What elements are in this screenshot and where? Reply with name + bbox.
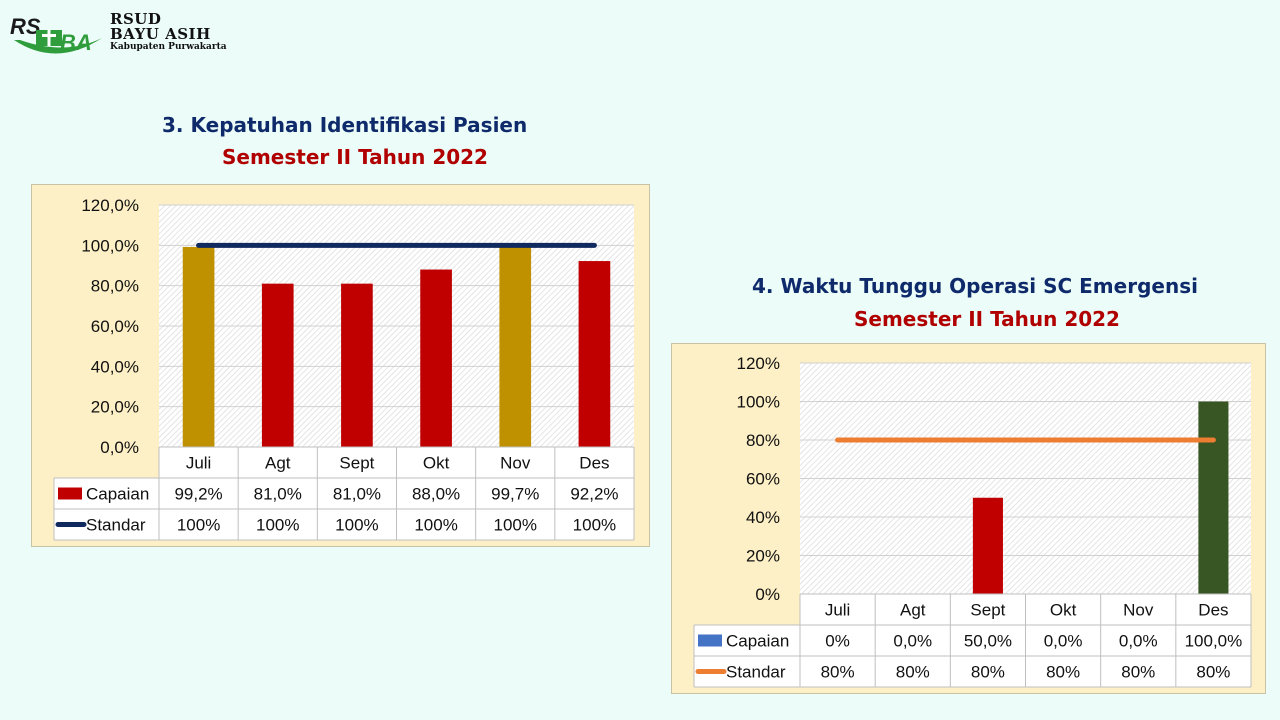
standar-value: 80% bbox=[821, 663, 855, 682]
logo-line-2: BAYU ASIH bbox=[110, 25, 211, 43]
standar-value: 100% bbox=[256, 516, 299, 535]
svg-text:BA: BA bbox=[60, 30, 92, 55]
chart-1-subtitle: Semester II Tahun 2022 bbox=[222, 145, 488, 169]
standar-legend-label: Standar bbox=[86, 516, 146, 535]
category-label: Okt bbox=[423, 454, 450, 473]
category-label: Okt bbox=[1050, 601, 1077, 620]
y-tick-label: 100,0% bbox=[81, 236, 139, 255]
standar-value: 100% bbox=[177, 516, 220, 535]
capaian-legend-key bbox=[58, 487, 82, 500]
capaian-value: 92,2% bbox=[570, 485, 618, 504]
capaian-value: 81,0% bbox=[254, 485, 302, 504]
rs-logo-icon: RS BA bbox=[10, 14, 102, 55]
y-tick-label: 120,0% bbox=[81, 196, 139, 215]
chart-1-panel: 0,0% 20,0% 40,0% 60,0% 80,0% 100,0% 120,0% Juli… bbox=[31, 184, 650, 547]
capaian-value: 88,0% bbox=[412, 485, 460, 504]
chart-2-title: 4. Waktu Tunggu Operasi SC Emergensi bbox=[752, 274, 1198, 298]
bar-sept bbox=[341, 283, 373, 447]
standar-value: 80% bbox=[1046, 663, 1080, 682]
category-label: Nov bbox=[1123, 601, 1154, 620]
category-label: Sept bbox=[339, 454, 374, 473]
y-tick-label: 60,0% bbox=[91, 317, 139, 336]
capaian-value: 0,0% bbox=[1119, 632, 1158, 651]
chart-2-subtitle: Semester II Tahun 2022 bbox=[854, 307, 1120, 331]
category-label: Sept bbox=[970, 601, 1005, 620]
y-tick-label: 20,0% bbox=[91, 398, 139, 417]
bar-agt bbox=[261, 283, 294, 447]
bar-juli bbox=[182, 246, 215, 447]
standar-value: 80% bbox=[971, 663, 1005, 682]
standar-value: 80% bbox=[1196, 663, 1230, 682]
standar-legend-label: Standar bbox=[726, 663, 786, 682]
y-tick-label: 0% bbox=[755, 585, 780, 604]
y-tick-label: 100% bbox=[737, 393, 780, 412]
y-tick-label: 80,0% bbox=[91, 277, 139, 296]
capaian-value: 100,0% bbox=[1185, 632, 1243, 651]
standar-value: 100% bbox=[573, 516, 616, 535]
bar-nov bbox=[499, 245, 532, 447]
y-tick-label: 60% bbox=[746, 470, 780, 489]
category-label: Nov bbox=[500, 454, 531, 473]
capaian-value: 99,2% bbox=[174, 485, 222, 504]
bar-okt bbox=[420, 269, 452, 447]
y-tick-label: 40,0% bbox=[91, 357, 139, 376]
category-label: Juli bbox=[825, 601, 851, 620]
chart-2: 0% 20% 40% 60% 80% 100% 120% Juli 0% 80% Agt 0,0% 80… bbox=[693, 354, 1252, 688]
capaian-legend-label: Capaian bbox=[86, 485, 149, 504]
capaian-value: 50,0% bbox=[964, 632, 1012, 651]
logo-line-1: RSUD bbox=[110, 10, 162, 28]
chart-2-panel: 0% 20% 40% 60% 80% 100% 120% Juli 0% 80% Agt 0,0% 80… bbox=[671, 343, 1266, 694]
capaian-value: 0% bbox=[825, 632, 850, 651]
y-tick-label: 0,0% bbox=[100, 438, 139, 457]
capaian-value: 99,7% bbox=[491, 485, 539, 504]
logo-line-3: Kabupaten Purwakarta bbox=[110, 42, 227, 52]
standar-value: 100% bbox=[335, 516, 378, 535]
category-label: Juli bbox=[186, 454, 212, 473]
standar-value: 100% bbox=[414, 516, 457, 535]
y-tick-label: 40% bbox=[746, 508, 780, 527]
category-label: Agt bbox=[265, 454, 291, 473]
capaian-legend-label: Capaian bbox=[726, 632, 789, 651]
capaian-value: 0,0% bbox=[893, 632, 932, 651]
capaian-value: 81,0% bbox=[333, 485, 381, 504]
capaian-legend-key bbox=[698, 634, 722, 647]
bar-des bbox=[578, 261, 611, 447]
bar-sept bbox=[972, 497, 1003, 594]
standar-value: 80% bbox=[896, 663, 930, 682]
bar-des bbox=[1198, 401, 1229, 594]
category-label: Des bbox=[579, 454, 609, 473]
y-tick-label: 80% bbox=[746, 431, 780, 450]
standar-value: 80% bbox=[1121, 663, 1155, 682]
standar-value: 100% bbox=[494, 516, 537, 535]
capaian-value: 0,0% bbox=[1044, 632, 1083, 651]
category-label: Des bbox=[1198, 601, 1228, 620]
chart-1: 0,0% 20,0% 40,0% 60,0% 80,0% 100,0% 120,0% Juli… bbox=[53, 196, 635, 541]
y-tick-label: 20% bbox=[746, 547, 780, 566]
y-tick-label: 120% bbox=[737, 354, 780, 373]
category-label: Agt bbox=[900, 601, 926, 620]
chart-1-title: 3. Kepatuhan Identifikasi Pasien bbox=[162, 113, 528, 137]
hospital-logo: RS BA RSUD BAYU ASIH Kabupaten Purwakart… bbox=[6, 10, 236, 62]
svg-text:RS: RS bbox=[10, 14, 41, 39]
